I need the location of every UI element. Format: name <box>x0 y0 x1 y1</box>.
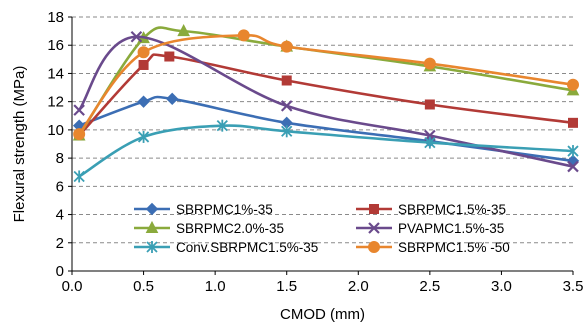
data-point <box>137 130 150 143</box>
legend-label: SBRPMC1.5%-35 <box>398 202 506 217</box>
y-tick-label: 10 <box>47 122 64 139</box>
y-tick-label: 18 <box>47 9 64 26</box>
data-point <box>137 95 150 108</box>
legend-marker <box>368 241 380 253</box>
legend-item-sbrpmc1-5-35: SBRPMC1.5%-35 <box>356 202 506 217</box>
legend-item-sbrpmc1-5-50: SBRPMC1.5% -50 <box>356 240 510 255</box>
legend-marker <box>368 222 380 234</box>
data-point <box>280 100 293 112</box>
x-axis-title: CMOD (mm) <box>280 306 365 323</box>
plot-area <box>71 17 573 272</box>
legend-item-sbrpmc1-35: SBRPMC1%-35 <box>134 202 273 217</box>
data-point <box>281 75 292 86</box>
x-tick-label: 1.0 <box>205 278 226 295</box>
y-axis-title: Flexural strength (MPa) <box>11 66 28 223</box>
series-sbrpmc1-5-35 <box>74 51 578 141</box>
series-sbrpmc1-5-50 <box>73 29 579 141</box>
legend-label: PVAPMC1.5%-35 <box>398 221 504 236</box>
series-line <box>78 34 574 135</box>
axis-ticks: 0 2 4 6 8 10 12 14 16 18 0.0 0.5 1.0 1.5 2.0 2.5 3.0 3.5 <box>47 9 583 295</box>
x-tick-label: 3.0 <box>491 278 512 295</box>
y-tick-label: 2 <box>56 235 64 252</box>
data-point <box>568 117 578 128</box>
y-tick-label: 14 <box>47 65 64 82</box>
x-tick-label: 0.0 <box>62 278 83 295</box>
series-group <box>72 24 580 183</box>
x-tick-label: 1.5 <box>276 278 297 295</box>
data-point <box>73 170 85 183</box>
legend-marker <box>145 202 159 216</box>
y-tick-label: 4 <box>56 207 64 224</box>
data-point <box>164 51 175 62</box>
data-point <box>130 30 143 43</box>
legend-marker <box>145 220 159 233</box>
series-sbrpmc2-0-35 <box>72 24 580 141</box>
legend-label: SBRPMC1%-35 <box>176 202 273 217</box>
y-tick-label: 12 <box>47 94 64 111</box>
data-point <box>73 128 86 141</box>
series-line <box>78 26 574 137</box>
legend-marker <box>146 241 158 253</box>
data-point <box>177 24 190 37</box>
data-point <box>424 99 435 110</box>
series-line <box>78 53 574 137</box>
y-tick-label: 16 <box>47 37 64 54</box>
data-point <box>73 104 85 116</box>
data-point <box>567 160 579 173</box>
legend-label: Conv.SBRPMC1.5%-35 <box>176 240 318 255</box>
data-point <box>138 59 149 70</box>
series-conv-sbrpmc1-5-35 <box>73 119 579 183</box>
data-point <box>567 78 579 91</box>
legend-item-conv-sbrpmc1-5-35: Conv.SBRPMC1.5%-35 <box>134 240 318 255</box>
x-tick-label: 0.5 <box>133 278 154 295</box>
data-point <box>165 92 179 106</box>
x-tick-label: 2.5 <box>419 278 440 295</box>
data-point <box>423 57 436 70</box>
data-point <box>424 136 436 149</box>
legend-marker <box>369 204 379 214</box>
y-tick-label: 8 <box>56 150 64 167</box>
data-point <box>137 46 150 59</box>
data-point <box>237 29 250 42</box>
legend: SBRPMC1%-35 SBRPMC1.5%-35 SBRPMC2.0%-35 PVA… <box>134 202 510 255</box>
x-tick-label: 3.5 <box>563 278 584 295</box>
legend-label: SBRPMC2.0%-35 <box>176 221 284 236</box>
data-point <box>216 119 228 132</box>
legend-item-pvapmc1-5-35: PVAPMC1.5%-35 <box>356 221 504 236</box>
data-point <box>567 145 579 158</box>
legend-label: SBRPMC1.5% -50 <box>398 240 510 255</box>
data-point <box>280 40 293 53</box>
x-tick-label: 2.0 <box>348 278 369 295</box>
y-tick-label: 6 <box>56 178 64 195</box>
legend-item-sbrpmc2-0-35: SBRPMC2.0%-35 <box>134 220 284 236</box>
data-point <box>281 125 293 138</box>
y-tick-label: 0 <box>56 263 64 280</box>
